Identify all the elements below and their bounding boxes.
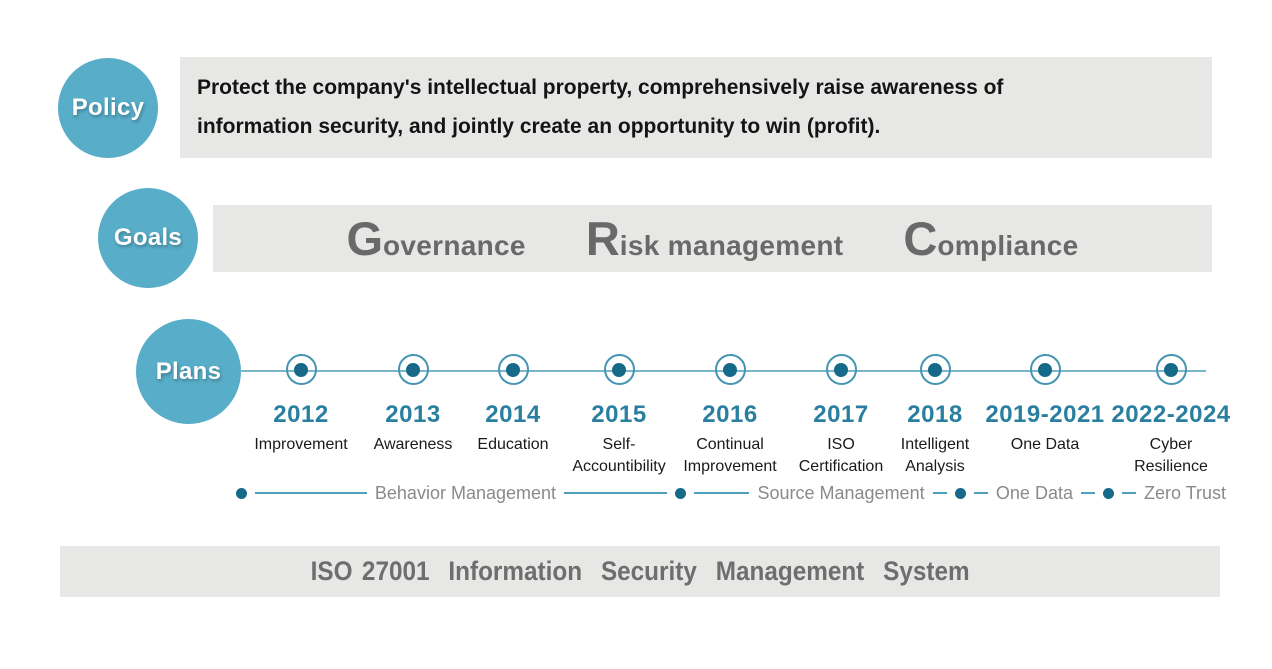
milestone-label: Intelligent Analysis <box>900 436 970 475</box>
policy-statement-box: Protect the company's intellectual prope… <box>180 57 1212 158</box>
policy-statement-line1: Protect the company's intellectual prope… <box>197 76 1004 99</box>
timeline-marker-icon <box>603 354 635 385</box>
milestone-2015: 2015 Self- Accountibility <box>544 354 694 478</box>
milestone-2014: 2014 Education <box>438 354 588 456</box>
phase-dot-icon <box>1102 487 1114 499</box>
phase-dot-icon <box>674 487 686 499</box>
goal-risk-management-rest: isk management <box>619 230 844 261</box>
milestone-year: 2014 <box>485 401 541 428</box>
timeline-marker-icon <box>1155 354 1187 385</box>
phase-source-management: Source Management <box>757 482 925 503</box>
goal-risk-management: Risk management <box>586 211 844 266</box>
phase-connector <box>1080 492 1095 494</box>
phase-connector <box>1121 492 1136 494</box>
policy-badge-label: Policy <box>71 94 145 121</box>
phase-connector <box>932 492 947 494</box>
timeline-marker-icon <box>919 354 951 385</box>
goals-badge: Goals <box>98 188 198 288</box>
iso-footer-bar: ISO 27001 Information Security Managemen… <box>60 546 1220 597</box>
milestone-label: Continual Improvement <box>683 436 777 475</box>
phase-behavior-management: Behavior Management <box>374 482 557 503</box>
milestone-2018: 2018 Intelligent Analysis <box>860 354 1010 478</box>
timeline-marker-icon <box>1029 354 1061 385</box>
milestone-label: One Data <box>1010 436 1080 453</box>
phase-timeline: Behavior Management Source Management On… <box>236 482 1226 504</box>
milestone-year: 2019-2021 <box>985 401 1105 428</box>
goals-badge-label: Goals <box>113 224 183 251</box>
milestone-2017: 2017 ISO Certification <box>766 354 916 478</box>
milestone-2012: 2012 Improvement <box>226 354 376 456</box>
goal-compliance: Compliance <box>903 211 1078 266</box>
milestone-label: Cyber Resilience <box>1134 436 1208 475</box>
milestone-year: 2017 <box>813 401 869 428</box>
timeline-marker-icon <box>285 354 317 385</box>
timeline-marker-icon <box>397 354 429 385</box>
milestone-year: 2018 <box>907 401 963 428</box>
milestone-2013: 2013 Awareness <box>338 354 488 456</box>
milestone-year: 2022-2024 <box>1111 401 1231 428</box>
timeline-marker-icon <box>825 354 857 385</box>
phase-one-data: One Data <box>995 482 1073 503</box>
goal-governance-initial: G <box>346 212 384 265</box>
timeline-marker-icon <box>497 354 529 385</box>
phase-zero-trust: Zero Trust <box>1143 482 1226 503</box>
plans-badge: Plans <box>136 319 241 424</box>
goal-compliance-rest: ompliance <box>937 230 1079 261</box>
goal-risk-management-initial: R <box>585 212 620 265</box>
milestone-label: Education <box>477 436 549 453</box>
goal-compliance-initial: C <box>903 212 938 265</box>
milestone-label: Self- Accountibility <box>572 436 666 475</box>
policy-badge: Policy <box>58 58 158 158</box>
milestone-label: Improvement <box>254 436 348 453</box>
goals-box: Governance Risk management Compliance <box>213 205 1212 272</box>
milestone-2019-2021: 2019-2021 One Data <box>970 354 1120 456</box>
policy-statement-line2: information security, and jointly create… <box>197 115 881 138</box>
milestone-2022-2024: 2022-2024 Cyber Resilience <box>1096 354 1246 478</box>
phase-dot-icon <box>236 487 247 499</box>
iso-footer-text: ISO 27001 Information Security Managemen… <box>310 556 970 586</box>
goal-governance: Governance <box>346 211 525 266</box>
milestone-2016: 2016 Continual Improvement <box>655 354 805 478</box>
phase-connector <box>255 492 367 494</box>
milestone-label: Awareness <box>373 436 453 453</box>
phase-connector <box>973 492 988 494</box>
timeline-marker-icon <box>714 354 746 385</box>
milestone-year: 2012 <box>273 401 329 428</box>
milestone-label: ISO Certification <box>798 436 884 475</box>
milestone-year: 2013 <box>385 401 441 428</box>
phase-connector <box>564 492 667 494</box>
plans-badge-label: Plans <box>155 357 222 385</box>
goal-governance-rest: overnance <box>383 230 526 261</box>
phase-dot-icon <box>954 487 966 499</box>
phase-connector <box>693 492 750 494</box>
milestone-year: 2016 <box>702 401 758 428</box>
milestone-year: 2015 <box>591 401 647 428</box>
